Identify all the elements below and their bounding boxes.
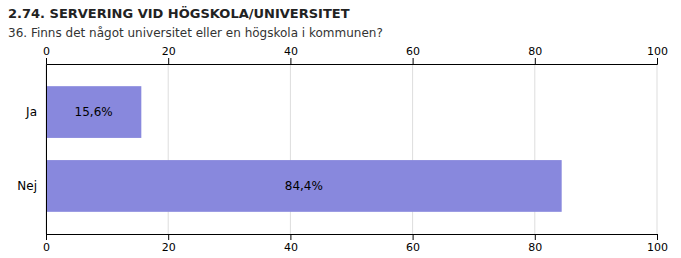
tick-label: 0 bbox=[43, 45, 50, 58]
axis-domain bbox=[47, 235, 658, 241]
tick: Nej bbox=[17, 179, 37, 193]
tick-mark bbox=[46, 234, 47, 240]
tick-label: 100 bbox=[647, 45, 668, 58]
tick: 60 bbox=[406, 234, 420, 254]
grid bbox=[46, 64, 657, 234]
tick-label: 20 bbox=[162, 45, 176, 58]
tick-mark bbox=[535, 234, 536, 240]
tick-mark bbox=[290, 58, 291, 64]
subtitle: 36. Finns det något universitet eller en… bbox=[8, 26, 383, 40]
tick: 100 bbox=[647, 45, 668, 64]
tick-mark bbox=[413, 234, 414, 240]
tick-label: 80 bbox=[528, 241, 542, 254]
data-label: 84,4% bbox=[285, 179, 323, 193]
axis-domain bbox=[47, 58, 658, 65]
x-axis-bottom: 0 20 40 60 80 100 bbox=[43, 234, 668, 254]
tick: 40 bbox=[284, 45, 298, 64]
grid-line bbox=[657, 64, 658, 234]
tick-label: 40 bbox=[284, 45, 298, 58]
tick-label: 20 bbox=[162, 241, 176, 254]
x-axis-top: 0 20 40 60 80 100 bbox=[43, 45, 668, 65]
chart-svg: 2.74. SERVERING VID HÖGSKOLA/UNIVERSITET… bbox=[0, 0, 681, 258]
grid-line bbox=[46, 64, 47, 234]
tick-label: 60 bbox=[406, 241, 420, 254]
tick-mark bbox=[46, 58, 47, 64]
tick-label: 40 bbox=[284, 241, 298, 254]
title: 2.74. SERVERING VID HÖGSKOLA/UNIVERSITET bbox=[8, 6, 350, 21]
tick: Ja bbox=[25, 105, 37, 119]
tick-mark bbox=[290, 234, 291, 240]
plot-area: 84,4% 15,6% 0 20 40 60 80 100 0 20 40 60 80 100 Nej Ja bbox=[17, 45, 668, 254]
bar bbox=[46, 86, 141, 138]
tick-mark bbox=[657, 58, 658, 64]
tick-mark bbox=[535, 58, 536, 64]
tick-label: 80 bbox=[528, 45, 542, 58]
tick-label: 100 bbox=[647, 241, 668, 254]
tick: 20 bbox=[162, 234, 176, 254]
tick-label: Ja bbox=[25, 105, 37, 119]
tick-mark bbox=[168, 234, 169, 240]
tick: 20 bbox=[162, 45, 176, 64]
tick-mark bbox=[657, 234, 658, 240]
tick: 60 bbox=[406, 45, 420, 64]
data-label: 15,6% bbox=[75, 105, 113, 119]
tick-label: 0 bbox=[43, 241, 50, 254]
tick-mark bbox=[168, 58, 169, 64]
tick: 0 bbox=[43, 234, 50, 254]
bar bbox=[46, 160, 562, 212]
tick: 100 bbox=[647, 234, 668, 254]
tick: 80 bbox=[528, 45, 542, 64]
tick: 80 bbox=[528, 234, 542, 254]
y-axis: Nej Ja bbox=[17, 65, 46, 235]
tick-label: Nej bbox=[17, 179, 37, 193]
tick-mark bbox=[413, 58, 414, 64]
bars bbox=[46, 86, 562, 212]
tick: 0 bbox=[43, 45, 50, 64]
axis-domain bbox=[46, 65, 47, 235]
data-labels: 84,4% 15,6% bbox=[75, 105, 323, 193]
tick: 40 bbox=[284, 234, 298, 254]
chart-container: 2.74. SERVERING VID HÖGSKOLA/UNIVERSITET… bbox=[0, 0, 681, 258]
tick-label: 60 bbox=[406, 45, 420, 58]
